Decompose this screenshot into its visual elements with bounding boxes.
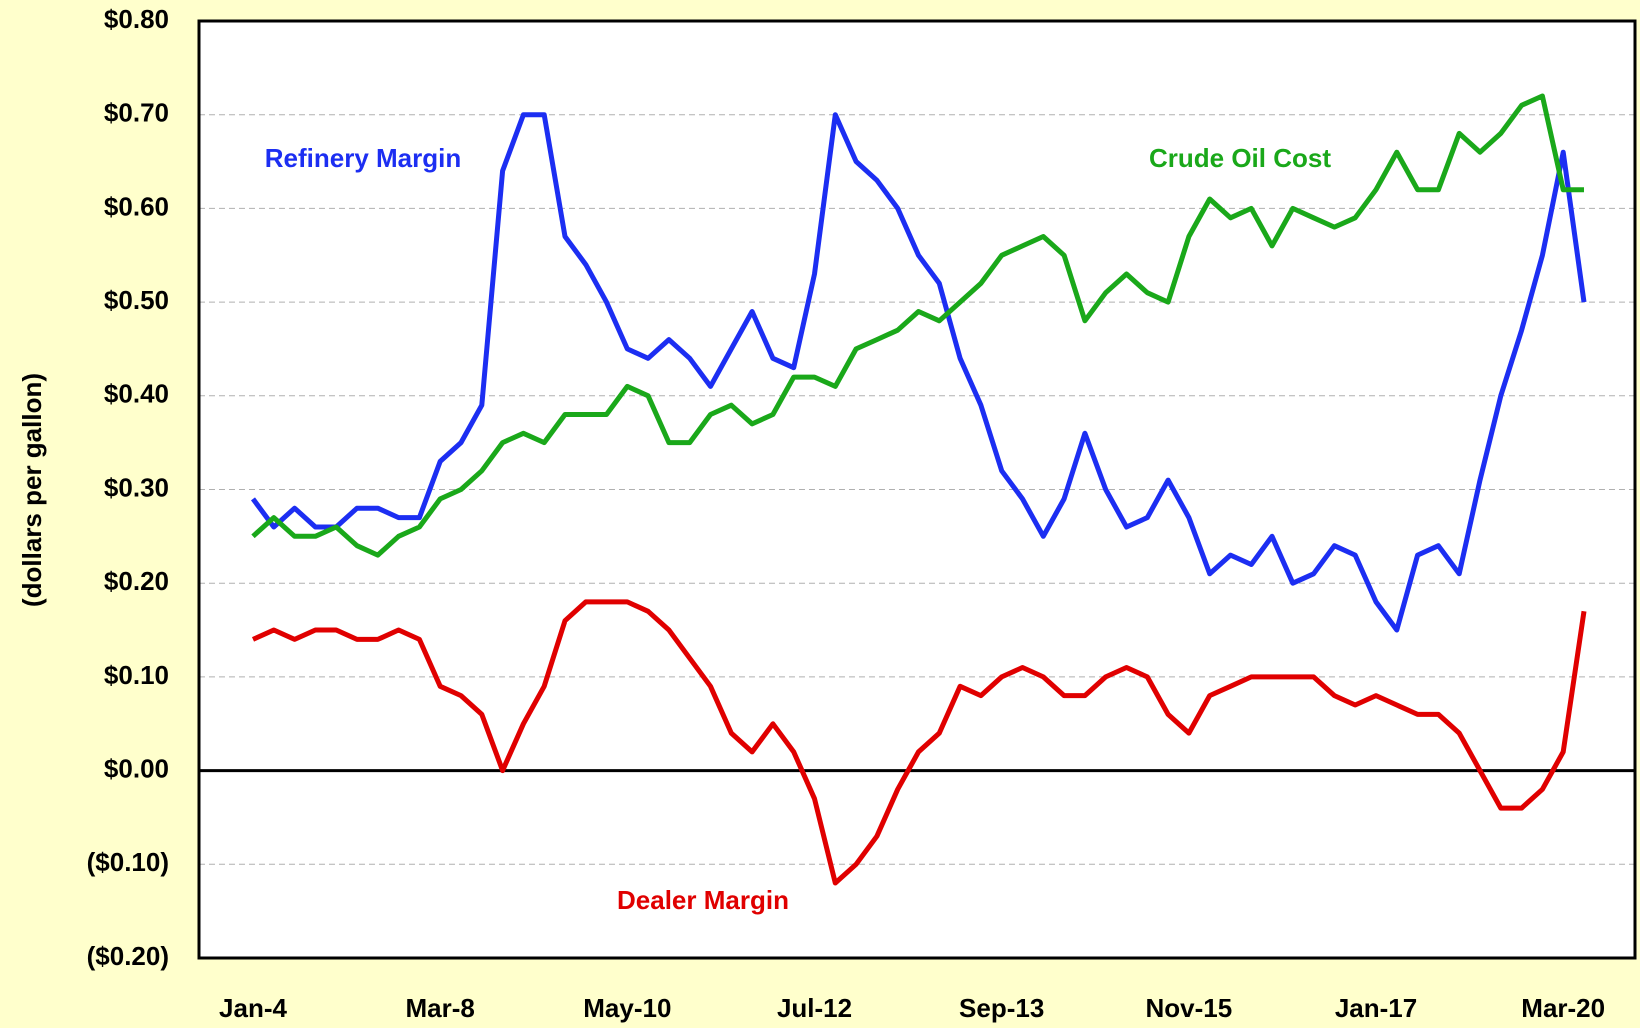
x-tick-label: May-10 (583, 993, 671, 1023)
y-tick-label: $0.80 (104, 4, 169, 34)
y-axis-label: (dollars per gallon) (17, 373, 47, 607)
y-tick-label: $0.40 (104, 379, 169, 409)
y-tick-label: $0.50 (104, 285, 169, 315)
y-tick-label: $0.70 (104, 98, 169, 128)
x-tick-label: Sep-13 (959, 993, 1044, 1023)
series-label: Dealer Margin (617, 885, 789, 915)
plot-area (199, 21, 1635, 958)
x-tick-label: Nov-15 (1146, 993, 1233, 1023)
series-line (251, 599, 1587, 886)
x-tick-label: Mar-8 (405, 993, 474, 1023)
y-tick-label: $0.60 (104, 191, 169, 221)
series-label: Refinery Margin (265, 143, 462, 173)
x-tick-label: Jan-4 (219, 993, 287, 1023)
y-tick-label: ($0.20) (87, 941, 169, 971)
y-tick-label: $0.10 (104, 660, 169, 690)
x-tick-label: Jan-17 (1335, 993, 1417, 1023)
series-line (251, 93, 1584, 558)
y-tick-label: $0.30 (104, 472, 169, 502)
x-tick-label: Mar-20 (1521, 993, 1605, 1023)
series-line (250, 112, 1587, 633)
x-tick-label: Jul-12 (777, 993, 852, 1023)
y-tick-label: $0.00 (104, 753, 169, 783)
y-tick-label: $0.20 (104, 566, 169, 596)
plot-frame (197, 19, 1637, 960)
series-label: Crude Oil Cost (1149, 143, 1331, 173)
y-tick-label: ($0.10) (87, 847, 169, 877)
